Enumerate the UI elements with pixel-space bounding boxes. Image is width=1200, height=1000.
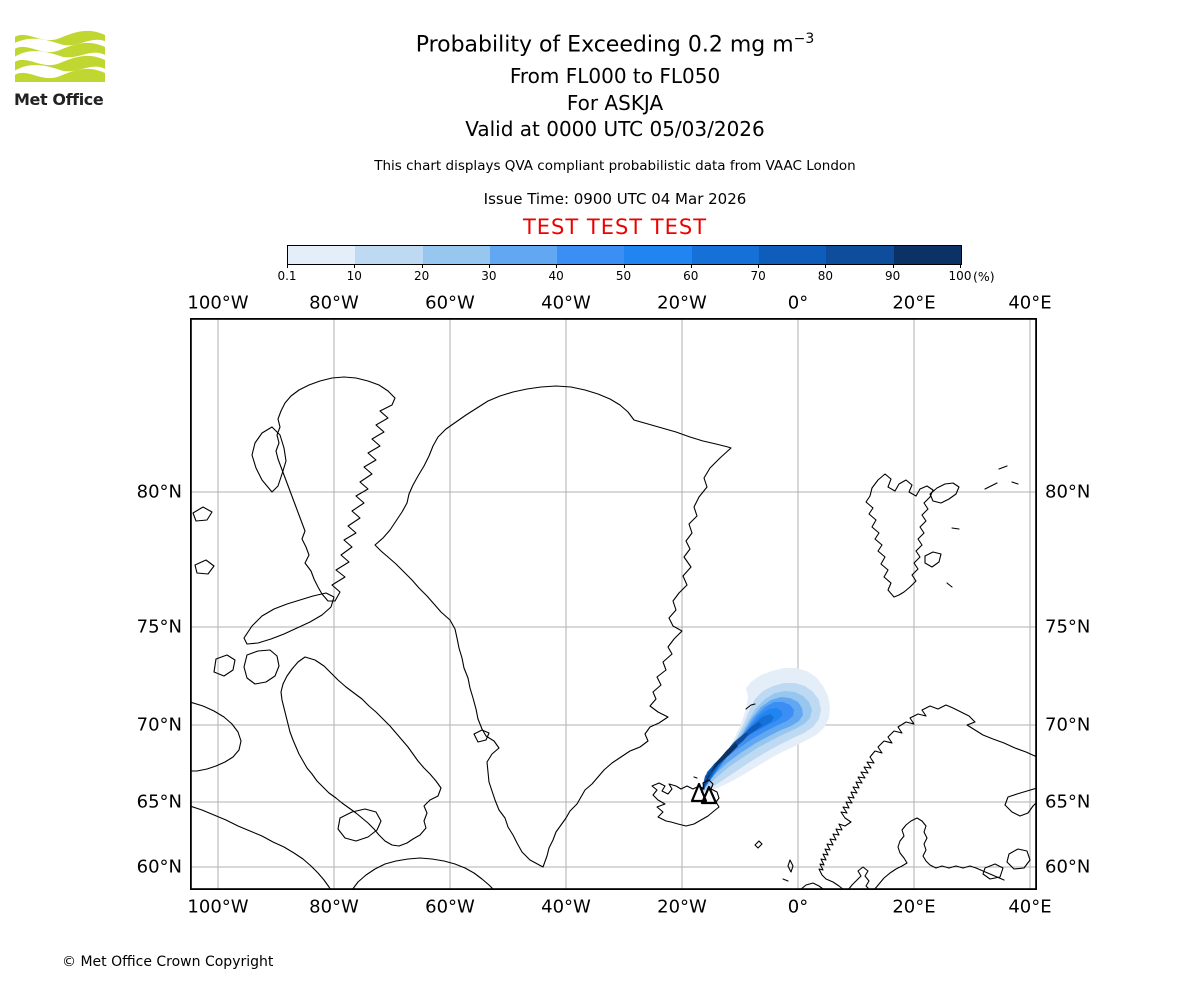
colorbar-tick-label: 20 bbox=[413, 269, 430, 283]
longitude-label-bottom: 40°W bbox=[541, 896, 591, 918]
longitude-label-bottom: 60°W bbox=[425, 896, 475, 918]
longitude-label-top: 0° bbox=[787, 292, 809, 314]
colorbar-tick-label: 0.1 bbox=[277, 269, 297, 283]
subtitle-flight-levels: From FL000 to FL050 bbox=[509, 64, 721, 88]
longitude-label-bottom: 100°W bbox=[187, 896, 249, 918]
latitude-label-left: 75°N bbox=[136, 616, 182, 638]
latitude-label-right: 75°N bbox=[1045, 616, 1091, 638]
page-title: Probability of Exceeding 0.2 mg m−3 bbox=[415, 31, 815, 58]
volcano-marker-askja bbox=[690, 782, 718, 805]
map-gridlines bbox=[190, 318, 1037, 890]
longitude-label-top: 60°W bbox=[425, 292, 475, 314]
colorbar-tick bbox=[960, 264, 961, 268]
longitude-label-top: 100°W bbox=[187, 292, 249, 314]
colorbar-tick bbox=[825, 264, 827, 268]
longitude-label-top: 40°E bbox=[1008, 292, 1052, 314]
colorbar-unit-label: (%) bbox=[973, 269, 995, 284]
colorbar-tick bbox=[488, 264, 490, 268]
subtitle-volcano: For ASKJA bbox=[566, 91, 664, 115]
colorbar-tick-label: 90 bbox=[885, 269, 901, 283]
colorbar-tick-label: 10 bbox=[346, 269, 362, 283]
longitude-label-bottom: 20°E bbox=[892, 896, 936, 918]
longitude-label-bottom: 80°W bbox=[309, 896, 359, 918]
latitude-label-left: 80°N bbox=[136, 481, 182, 503]
longitude-label-bottom: 40°E bbox=[1008, 896, 1052, 918]
colorbar-tick bbox=[690, 264, 692, 268]
colorbar-tick bbox=[287, 264, 288, 268]
colorbar-tick-label: 30 bbox=[481, 269, 497, 283]
header-titles: Probability of Exceeding 0.2 mg m−3 From… bbox=[215, 0, 1015, 240]
colorbar-segment bbox=[624, 246, 692, 264]
met-office-logo-text: Met Office bbox=[14, 90, 104, 109]
colorbar-segment bbox=[489, 246, 558, 264]
latitude-label-right: 70°N bbox=[1045, 714, 1091, 736]
colorbar-segment bbox=[691, 246, 760, 264]
colorbar-tick-label: 100 bbox=[948, 269, 972, 283]
colorbar-tick bbox=[556, 264, 558, 268]
colorbar-tick-label: 50 bbox=[615, 269, 632, 283]
longitude-label-bottom: 20°W bbox=[657, 896, 707, 918]
latitude-label-right: 65°N bbox=[1045, 791, 1091, 813]
latitude-label-left: 65°N bbox=[136, 791, 182, 813]
colorbar-tick bbox=[354, 264, 356, 268]
issue-time: Issue Time: 0900 UTC 04 Mar 2026 bbox=[483, 190, 747, 208]
logo-waves-icon bbox=[15, 31, 105, 82]
longitude-label-top: 20°E bbox=[892, 292, 936, 314]
colorbar-tick-label: 80 bbox=[817, 269, 834, 283]
colorbar-segment bbox=[288, 246, 356, 264]
longitude-label-top: 80°W bbox=[309, 292, 359, 314]
latitude-label-right: 60°N bbox=[1045, 856, 1091, 878]
longitude-label-top: 40°W bbox=[541, 292, 591, 314]
copyright-notice: © Met Office Crown Copyright bbox=[62, 954, 274, 970]
ash-plume-probability-layers bbox=[701, 668, 830, 793]
colorbar-tick bbox=[623, 264, 625, 268]
colorbar-tick-label: 40 bbox=[548, 269, 564, 283]
colorbar-tick-label: 60 bbox=[683, 269, 699, 283]
colorbar-segment bbox=[826, 246, 894, 264]
map-frame bbox=[190, 318, 1037, 890]
colorbar-segment bbox=[759, 246, 827, 264]
latitude-label-right: 80°N bbox=[1045, 481, 1091, 503]
latitude-label-left: 60°N bbox=[136, 856, 182, 878]
colorbar-segment bbox=[893, 246, 961, 264]
colorbar-tick-label: 70 bbox=[750, 269, 766, 283]
colorbar-segment bbox=[355, 246, 423, 264]
longitude-label-top: 20°W bbox=[657, 292, 707, 314]
coastlines bbox=[190, 376, 1037, 890]
colorbar-tick bbox=[421, 264, 423, 268]
subtitle-valid-time: Valid at 0000 UTC 05/03/2026 bbox=[465, 117, 765, 141]
latitude-label-left: 70°N bbox=[136, 714, 182, 736]
colorbar-segment bbox=[557, 246, 625, 264]
colorbar-tick bbox=[758, 264, 760, 268]
colorbar-segment bbox=[422, 246, 490, 264]
title-exponent: −3 bbox=[793, 31, 815, 47]
map-plot-area bbox=[190, 318, 1037, 890]
test-banner: TEST TEST TEST bbox=[522, 215, 708, 239]
colorbar-tick bbox=[892, 264, 894, 268]
longitude-label-bottom: 0° bbox=[787, 896, 809, 918]
met-office-logo bbox=[15, 31, 105, 82]
probability-colorbar bbox=[287, 245, 962, 265]
qva-description: This chart displays QVA compliant probab… bbox=[374, 158, 856, 174]
